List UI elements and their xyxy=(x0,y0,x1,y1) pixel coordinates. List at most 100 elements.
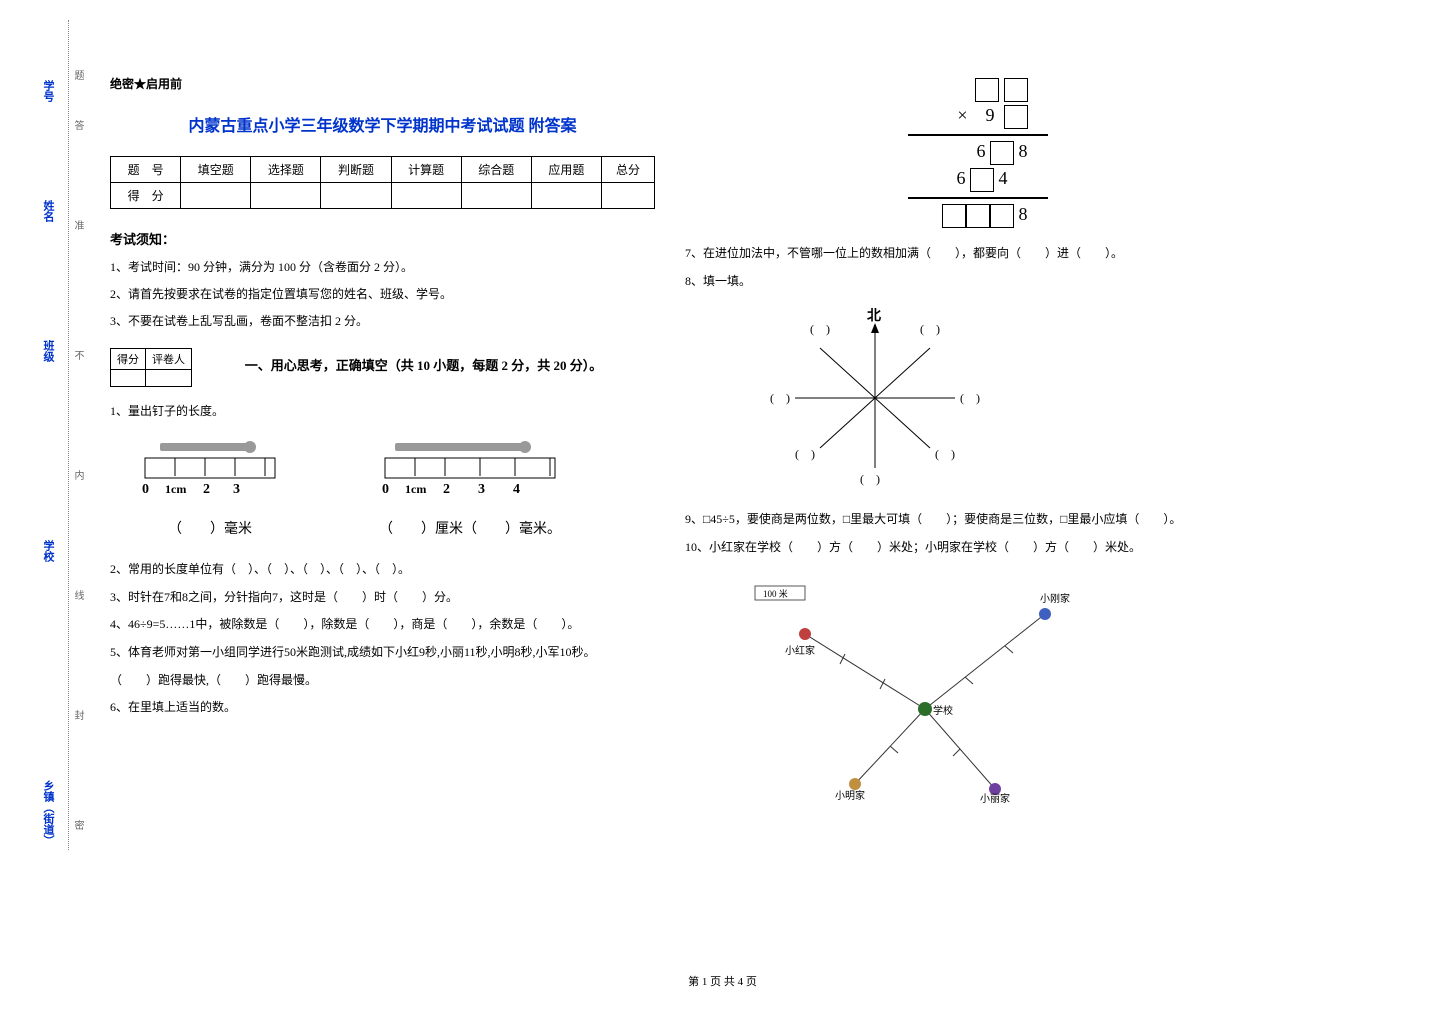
map-xiaoming: 小明家 xyxy=(835,789,865,802)
svg-text:0: 0 xyxy=(142,482,149,497)
small-score-h: 评卷人 xyxy=(146,348,192,369)
ruler-2: 0 1cm 2 3 4 （ ）厘米（ ）毫米。 xyxy=(350,428,590,553)
page-footer: 第 1 页 共 4 页 xyxy=(688,973,757,989)
q7: 7、在进位加法中，不管哪一位上的数相加满（ ），都要向（ ）进（ ）。 xyxy=(685,243,1250,265)
box-icon xyxy=(975,78,999,102)
score-th: 综合题 xyxy=(461,157,531,183)
box-icon xyxy=(990,141,1014,165)
mult-row-2: × 9 xyxy=(878,105,1058,129)
svg-text:0: 0 xyxy=(382,482,389,497)
binding-margin: 学号 题 答 姓名 准 班级 不 内 学校 线 封 乡镇（街道） 密 xyxy=(40,20,90,850)
svg-text:1cm: 1cm xyxy=(405,482,426,496)
mult-row-5: 8 xyxy=(878,204,1058,228)
label-xingming: 姓名 xyxy=(40,200,56,222)
map-xuexiao: 学校 xyxy=(933,704,953,717)
box-icon xyxy=(970,168,994,192)
notice-item: 1、考试时间：90 分钟，满分为 100 分（含卷面分 2 分）。 xyxy=(110,258,655,277)
q5: 5、体育老师对第一小组同学进行50米跑测试,成绩如下小红9秒,小丽11秒,小明8… xyxy=(110,642,655,664)
score-td xyxy=(601,183,654,209)
q3: 3、时针在7和8之间，分针指向7，这时是（ ）时（ ）分。 xyxy=(110,587,655,609)
left-column: 绝密★启用前 内蒙古重点小学三年级数学下学期期中考试试题 附答案 题 号 填空题… xyxy=(110,75,670,809)
svg-text:( ): ( ) xyxy=(860,472,880,486)
mult-val: 8 xyxy=(1019,204,1028,224)
label-da: 答 xyxy=(70,120,85,130)
svg-text:1cm: 1cm xyxy=(165,482,186,496)
svg-text:( ): ( ) xyxy=(770,391,790,405)
map-scale: 100 米 xyxy=(763,588,788,599)
exam-title: 内蒙古重点小学三年级数学下学期期中考试试题 附答案 xyxy=(110,112,655,136)
score-td xyxy=(461,183,531,209)
north-label: 北 xyxy=(867,308,881,324)
q4: 4、46÷9=5……1中，被除数是（ ），除数是（ ），商是（ ），余数是（ ）… xyxy=(110,614,655,636)
notice-header: 考试须知： xyxy=(110,229,655,248)
map-xiaogang: 小刚家 xyxy=(1040,592,1070,605)
label-mi: 密 xyxy=(70,820,85,830)
score-th: 总分 xyxy=(601,157,654,183)
rulers-row: 0 1cm 2 3 （ ）毫米 xyxy=(110,428,655,553)
svg-text:4: 4 xyxy=(513,482,520,497)
map-xiaoli: 小丽家 xyxy=(980,792,1010,804)
score-th: 填空题 xyxy=(181,157,251,183)
q5b: （ ）跑得最快,（ ）跑得最慢。 xyxy=(110,670,655,692)
label-banji: 班级 xyxy=(40,340,56,362)
small-score-v xyxy=(146,369,192,386)
svg-text:( ): ( ) xyxy=(920,322,940,336)
svg-text:3: 3 xyxy=(478,482,485,497)
svg-text:2: 2 xyxy=(203,482,210,497)
label-xiangzhen: 乡镇（街道） xyxy=(40,780,56,846)
box-icon xyxy=(1004,105,1028,129)
mult-line xyxy=(908,134,1048,136)
score-th: 判断题 xyxy=(321,157,391,183)
label-xuexiao: 学校 xyxy=(40,540,56,562)
multiply-diagram: × 9 6 8 6 4 8 xyxy=(878,78,1058,228)
mult-row-1 xyxy=(878,78,1058,102)
mult-row-3: 6 8 xyxy=(878,141,1058,165)
label-xian: 线 xyxy=(70,590,85,600)
score-value-row: 得 分 xyxy=(111,183,655,209)
svg-text:2: 2 xyxy=(443,482,450,497)
svg-text:3: 3 xyxy=(233,482,240,497)
score-td xyxy=(391,183,461,209)
mult-val: 6 xyxy=(957,168,966,188)
box-icon xyxy=(1004,78,1028,102)
score-td: 得 分 xyxy=(111,183,181,209)
label-bu: 不 xyxy=(70,350,85,360)
small-score-table: 得分 评卷人 xyxy=(110,348,192,387)
mult-row-4: 6 4 xyxy=(878,168,1058,192)
q6: 6、在里填上适当的数。 xyxy=(110,697,655,719)
mult-val: 6 xyxy=(977,141,986,161)
map-xiaohong: 小红家 xyxy=(785,644,815,657)
score-td xyxy=(321,183,391,209)
right-column: × 9 6 8 6 4 8 7、在进位加法中，不管哪一位上的数相加满（ ），都要… xyxy=(670,75,1250,809)
label-nei: 内 xyxy=(70,470,85,480)
mult-val: 9 xyxy=(986,105,995,125)
score-th: 选择题 xyxy=(251,157,321,183)
compass-diagram: 北 ( ) ( ) ( ) ( ) ( ) ( ) ( ) xyxy=(745,308,1005,488)
notice-item: 2、请首先按要求在试卷的指定位置填写您的姓名、班级、学号。 xyxy=(110,285,655,304)
confidential-label: 绝密★启用前 xyxy=(110,75,655,92)
ruler-label-1: （ ）毫米 xyxy=(110,518,310,538)
box-icon xyxy=(990,204,1014,228)
score-th: 题 号 xyxy=(111,157,181,183)
mult-val: 8 xyxy=(1019,141,1028,161)
label-feng: 封 xyxy=(70,710,85,720)
label-zhun: 准 xyxy=(70,220,85,230)
q2: 2、常用的长度单位有（ ）、（ ）、（ ）、（ ）、（ ）。 xyxy=(110,559,655,581)
ruler-svg-1: 0 1cm 2 3 xyxy=(130,438,290,498)
box-icon xyxy=(942,204,966,228)
map-diagram: 100 米 小红家 小刚家 学校 xyxy=(745,574,1105,804)
box-icon xyxy=(966,204,990,228)
dotted-line xyxy=(68,20,69,850)
section1-title: 一、用心思考，正确填空（共 10 小题，每题 2 分，共 20 分）。 xyxy=(192,355,655,374)
score-th: 应用题 xyxy=(531,157,601,183)
label-xueshao: 学号 xyxy=(40,80,56,102)
notice-item: 3、不要在试卷上乱写乱画，卷面不整洁扣 2 分。 xyxy=(110,312,655,331)
small-score-v xyxy=(111,369,146,386)
ruler-svg-2: 0 1cm 2 3 4 xyxy=(370,438,570,498)
ruler-label-2: （ ）厘米（ ）毫米。 xyxy=(350,518,590,538)
mult-val: 4 xyxy=(999,168,1008,188)
score-table: 题 号 填空题 选择题 判断题 计算题 综合题 应用题 总分 得 分 xyxy=(110,156,655,209)
score-th: 计算题 xyxy=(391,157,461,183)
mult-line xyxy=(908,197,1048,199)
section-score-block: 得分 评卷人 一、用心思考，正确填空（共 10 小题，每题 2 分，共 20 分… xyxy=(110,340,655,395)
